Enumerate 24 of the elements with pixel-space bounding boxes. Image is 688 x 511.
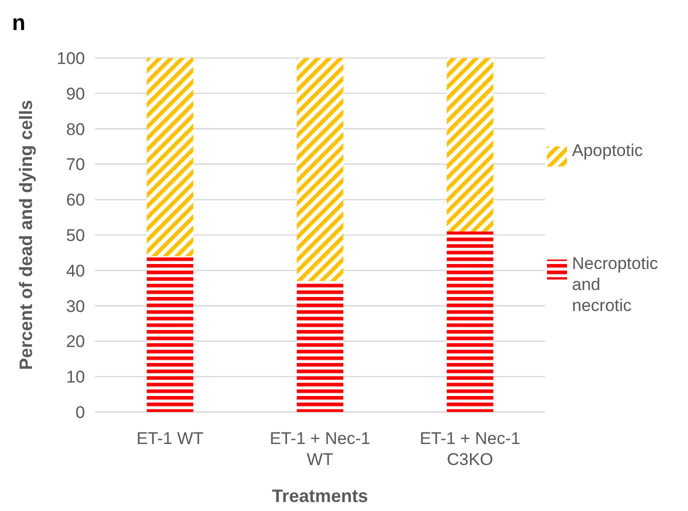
x-axis-title: Treatments	[272, 486, 368, 506]
x-tick-label: ET-1 WT	[136, 429, 204, 448]
bar	[446, 58, 494, 232]
x-tick-label: ET-1 + Nec-1 C3KO	[420, 429, 520, 469]
bar	[296, 58, 344, 282]
x-tick-label: ET-1 + Nec-1 WT	[270, 429, 370, 469]
y-tick-label: 90	[66, 84, 85, 104]
y-tick-label: 10	[66, 368, 85, 387]
y-tick-label: 60	[66, 190, 85, 210]
bar	[446, 231, 494, 412]
y-tick-label: 100	[56, 48, 85, 68]
legend-label: Necroptotic and necrotic	[572, 254, 658, 315]
y-axis-title: Percent of dead and dying cells	[16, 100, 36, 370]
y-tick-label: 40	[66, 261, 85, 280]
y-tick-label: 70	[66, 155, 85, 174]
bar	[146, 256, 194, 412]
y-tick-label: 50	[66, 226, 85, 245]
bar	[146, 58, 194, 256]
y-tick-label: 20	[66, 332, 85, 352]
y-tick-label: 80	[66, 120, 85, 139]
y-tick-label: 0	[76, 402, 85, 422]
legend-label: Apoptotic	[572, 141, 644, 160]
text: n	[12, 10, 26, 35]
y-tick-label: 30	[66, 296, 85, 316]
